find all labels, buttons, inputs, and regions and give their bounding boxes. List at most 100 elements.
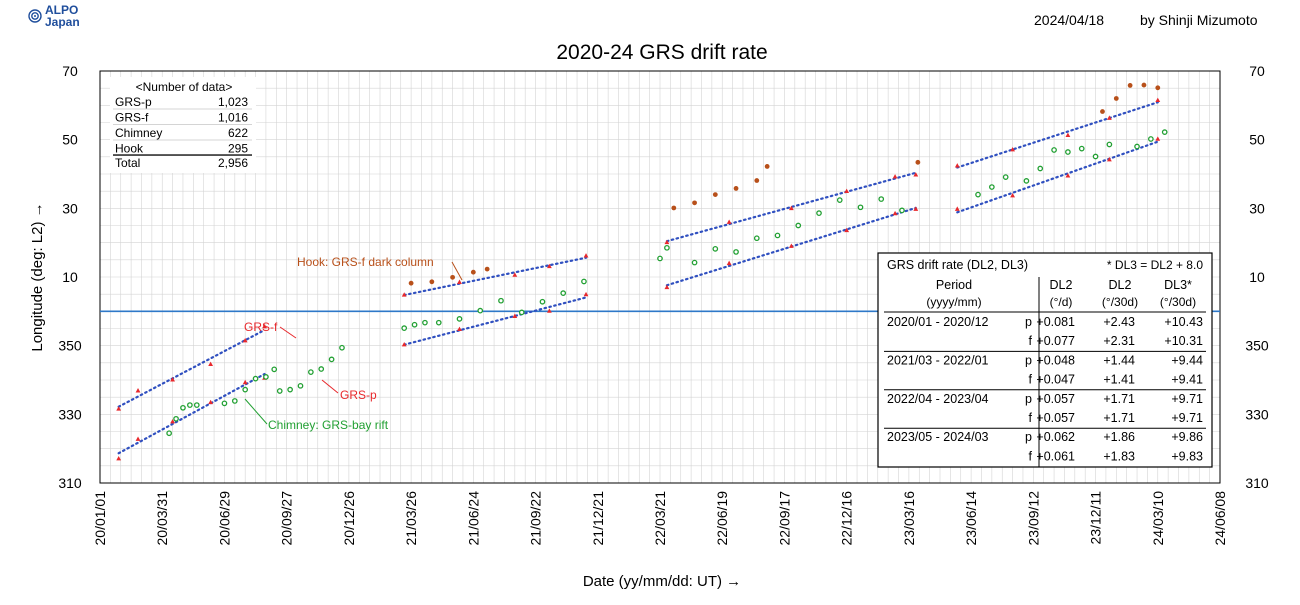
logo-line2: Japan <box>45 15 80 29</box>
y-tick-label-right: 50 <box>1249 132 1265 148</box>
data-point-chimney <box>712 245 719 252</box>
data-point-grs-p <box>788 243 794 248</box>
y-tick-label-right: 330 <box>1245 406 1269 422</box>
x-tick-label: 22/12/16 <box>839 491 855 546</box>
data-point-chimney <box>271 366 278 373</box>
chart-title: 2020-24 GRS drift rate <box>556 41 767 64</box>
drift-header-4-line1: DL3* <box>1164 278 1192 292</box>
data-point-grs-p <box>135 436 141 441</box>
data-point-chimney <box>401 325 408 332</box>
drift-dl2-d: +0.057 <box>1036 392 1075 406</box>
drift-dl3-30d: +9.83 <box>1171 449 1203 463</box>
x-tick-label: 22/09/17 <box>776 491 792 546</box>
data-point-chimney <box>878 196 885 202</box>
data-point-chimney <box>231 398 238 404</box>
drift-dl3-30d: +9.71 <box>1171 411 1203 425</box>
series-grs-f <box>116 97 1161 411</box>
x-tick-label: 22/06/19 <box>714 491 730 546</box>
drift-period: 2020/01 - 2020/12 <box>887 315 989 329</box>
annotation-leader-grs-f <box>279 326 297 339</box>
x-tick-label: 20/03/31 <box>154 491 170 546</box>
drift-kind: p <box>1025 430 1032 444</box>
data-point-grs-p <box>242 379 248 385</box>
y-tick-label-right: 10 <box>1249 269 1265 285</box>
data-point-grs-p <box>170 418 175 424</box>
data-point-chimney <box>1161 129 1168 135</box>
logo-text: ALPO Japan <box>45 4 80 28</box>
data-point-chimney <box>989 184 995 190</box>
count-row-label: GRS-p <box>115 95 152 109</box>
data-point-grs-f <box>664 239 670 245</box>
drift-dl2-d: +0.062 <box>1036 430 1075 444</box>
data-point-grs-p <box>664 284 670 290</box>
drift-dl2-30d: +1.44 <box>1103 353 1135 367</box>
data-point-chimney <box>1148 136 1154 142</box>
x-tick-label: 23/06/14 <box>963 491 979 546</box>
report-author: by Shinji Mizumoto <box>1140 12 1258 28</box>
data-point-grs-p <box>892 210 898 216</box>
drift-dl2-30d: +1.83 <box>1103 449 1135 463</box>
data-point-chimney <box>477 307 484 314</box>
data-point-chimney <box>560 290 567 296</box>
data-point-grs-p <box>116 456 122 461</box>
count-row-value: 622 <box>228 126 248 140</box>
data-point-chimney <box>422 319 428 326</box>
data-point-grs-f <box>401 292 407 297</box>
data-point-grs-p <box>583 291 589 297</box>
logo-rings-icon <box>28 9 42 23</box>
series-chimney <box>166 129 1168 437</box>
data-point-chimney <box>435 319 442 326</box>
data-point-hook <box>754 178 760 183</box>
x-tick-label: 22/03/21 <box>652 491 668 546</box>
data-point-chimney <box>795 222 802 229</box>
drift-dl3-30d: +9.41 <box>1171 373 1203 387</box>
data-point-chimney <box>518 309 525 316</box>
data-point-chimney <box>1078 145 1085 152</box>
data-point-chimney <box>287 386 293 393</box>
x-tick-label: 20/06/29 <box>216 491 232 546</box>
annotation-grs-p: GRS-p <box>340 388 377 402</box>
drift-header-4-line2: (°/30d) <box>1160 295 1196 309</box>
count-row-value: 1,016 <box>218 111 248 125</box>
drift-period: 2022/04 - 2023/04 <box>887 392 989 406</box>
data-point-chimney <box>657 255 663 262</box>
x-tick-label: 20/12/26 <box>341 491 357 546</box>
data-point-hook <box>450 274 455 280</box>
drift-dl2-30d: +2.31 <box>1103 334 1135 348</box>
data-point-hook <box>1127 83 1133 88</box>
annotation-leader-grs-p <box>321 379 339 394</box>
x-tick-label: 21/03/26 <box>403 491 419 546</box>
trend-line-grs-f <box>956 101 1159 169</box>
drift-kind: f <box>1029 449 1033 463</box>
data-point-grs-p <box>1065 173 1071 178</box>
data-point-chimney <box>1051 147 1057 153</box>
data-point-grs-f <box>262 323 267 329</box>
data-point-hook <box>915 159 921 165</box>
drift-header-2-line1: DL2 <box>1050 278 1073 292</box>
drift-dl2-d: +0.047 <box>1036 373 1075 387</box>
trend-line-grs-f <box>117 328 266 408</box>
data-point-hook <box>1113 96 1119 101</box>
drift-dl2-d: +0.048 <box>1036 353 1075 367</box>
data-point-grs-f <box>1155 97 1161 102</box>
drift-dl3-30d: +9.44 <box>1171 353 1203 367</box>
count-row-value: 295 <box>228 142 248 156</box>
series-grs-p <box>116 136 1161 461</box>
y-tick-label-right: 70 <box>1249 63 1265 79</box>
y-axis-label: Longitude (deg: L2) → <box>29 202 46 351</box>
data-point-grs-f <box>583 253 589 258</box>
data-point-grs-p <box>457 326 462 331</box>
x-tick-label: 21/06/24 <box>465 491 481 546</box>
annotation-leader-chimney <box>244 398 268 425</box>
x-tick-label: 21/09/22 <box>528 491 544 546</box>
drift-dl2-d: +0.057 <box>1036 411 1075 425</box>
data-point-grs-p <box>546 308 552 313</box>
data-point-chimney <box>1092 153 1099 160</box>
drift-dl2-d: +0.061 <box>1036 449 1075 463</box>
trend-lines <box>117 101 1159 455</box>
data-point-chimney <box>411 321 418 328</box>
data-point-grs-f <box>116 406 122 411</box>
drift-table-note: * DL3 = DL2 + 8.0 <box>1107 258 1203 272</box>
data-point-chimney <box>308 369 314 375</box>
